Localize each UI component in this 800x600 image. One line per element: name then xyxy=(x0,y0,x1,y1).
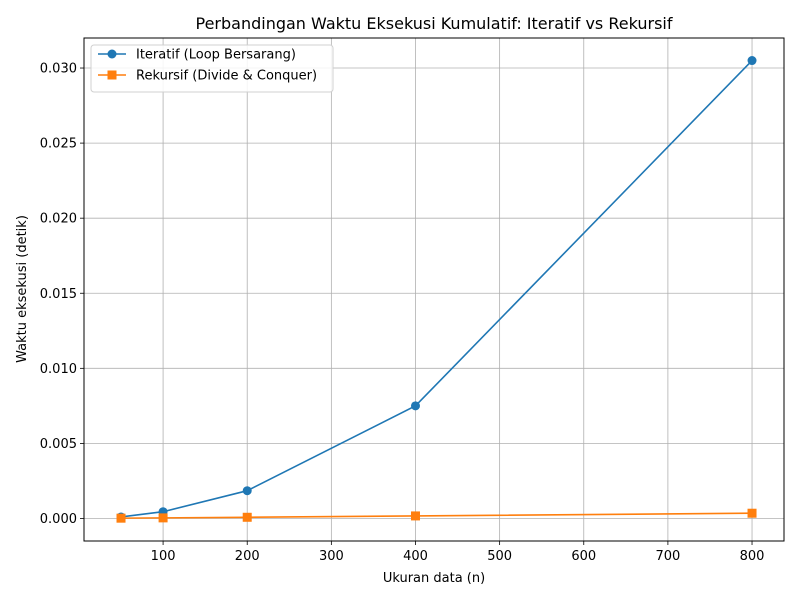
y-tick-label: 0.015 xyxy=(40,287,77,302)
series-1 xyxy=(116,56,757,522)
y-tick-label: 0.010 xyxy=(40,362,77,377)
data-point xyxy=(242,512,252,522)
y-axis-label: Waktu eksekusi (detik) xyxy=(15,215,30,363)
data-point xyxy=(747,56,757,66)
y-tick-label: 0.005 xyxy=(40,437,77,452)
series-2 xyxy=(116,508,757,523)
series-line xyxy=(120,59,753,518)
x-tick-label: 300 xyxy=(319,549,344,564)
legend-label: Iteratif (Loop Bersarang) xyxy=(136,48,296,63)
data-point xyxy=(410,401,420,411)
x-axis-label: Ukuran data (n) xyxy=(383,571,485,586)
x-tick-label: 800 xyxy=(740,549,765,564)
data-point xyxy=(158,513,168,523)
legend-marker xyxy=(107,49,117,59)
x-tick-label: 200 xyxy=(235,549,260,564)
x-tick-label: 400 xyxy=(403,549,428,564)
data-point xyxy=(242,486,252,496)
data-point xyxy=(116,513,126,523)
legend-marker xyxy=(107,70,117,80)
x-tick-label: 600 xyxy=(571,549,596,564)
y-tick-label: 0.025 xyxy=(40,137,77,152)
data-point xyxy=(747,508,757,518)
y-tick-label: 0.000 xyxy=(40,512,77,527)
grid-lines xyxy=(84,38,784,541)
axis-ticks: 100 200 300 400 500 600 700 800 0.000 0.005 0.010 0… xyxy=(40,62,765,564)
y-tick-label: 0.030 xyxy=(40,62,77,77)
legend-label: Rekursif (Divide & Conquer) xyxy=(136,69,317,84)
legend-item: Rekursif (Divide & Conquer) xyxy=(98,69,317,84)
x-tick-label: 700 xyxy=(655,549,680,564)
series-line xyxy=(121,512,753,519)
y-tick-label: 0.020 xyxy=(40,212,77,227)
chart-title: Perbandingan Waktu Eksekusi Kumulatif: I… xyxy=(196,14,673,33)
x-tick-label: 500 xyxy=(487,549,512,564)
x-tick-label: 100 xyxy=(151,549,176,564)
legend-item: Iteratif (Loop Bersarang) xyxy=(98,48,296,63)
legend: Iteratif (Loop Bersarang) Rekursif (Divid… xyxy=(90,44,334,93)
data-point xyxy=(410,511,420,521)
series-layer xyxy=(116,56,757,523)
legend-box xyxy=(90,44,334,93)
plot-area-frame xyxy=(83,37,785,542)
